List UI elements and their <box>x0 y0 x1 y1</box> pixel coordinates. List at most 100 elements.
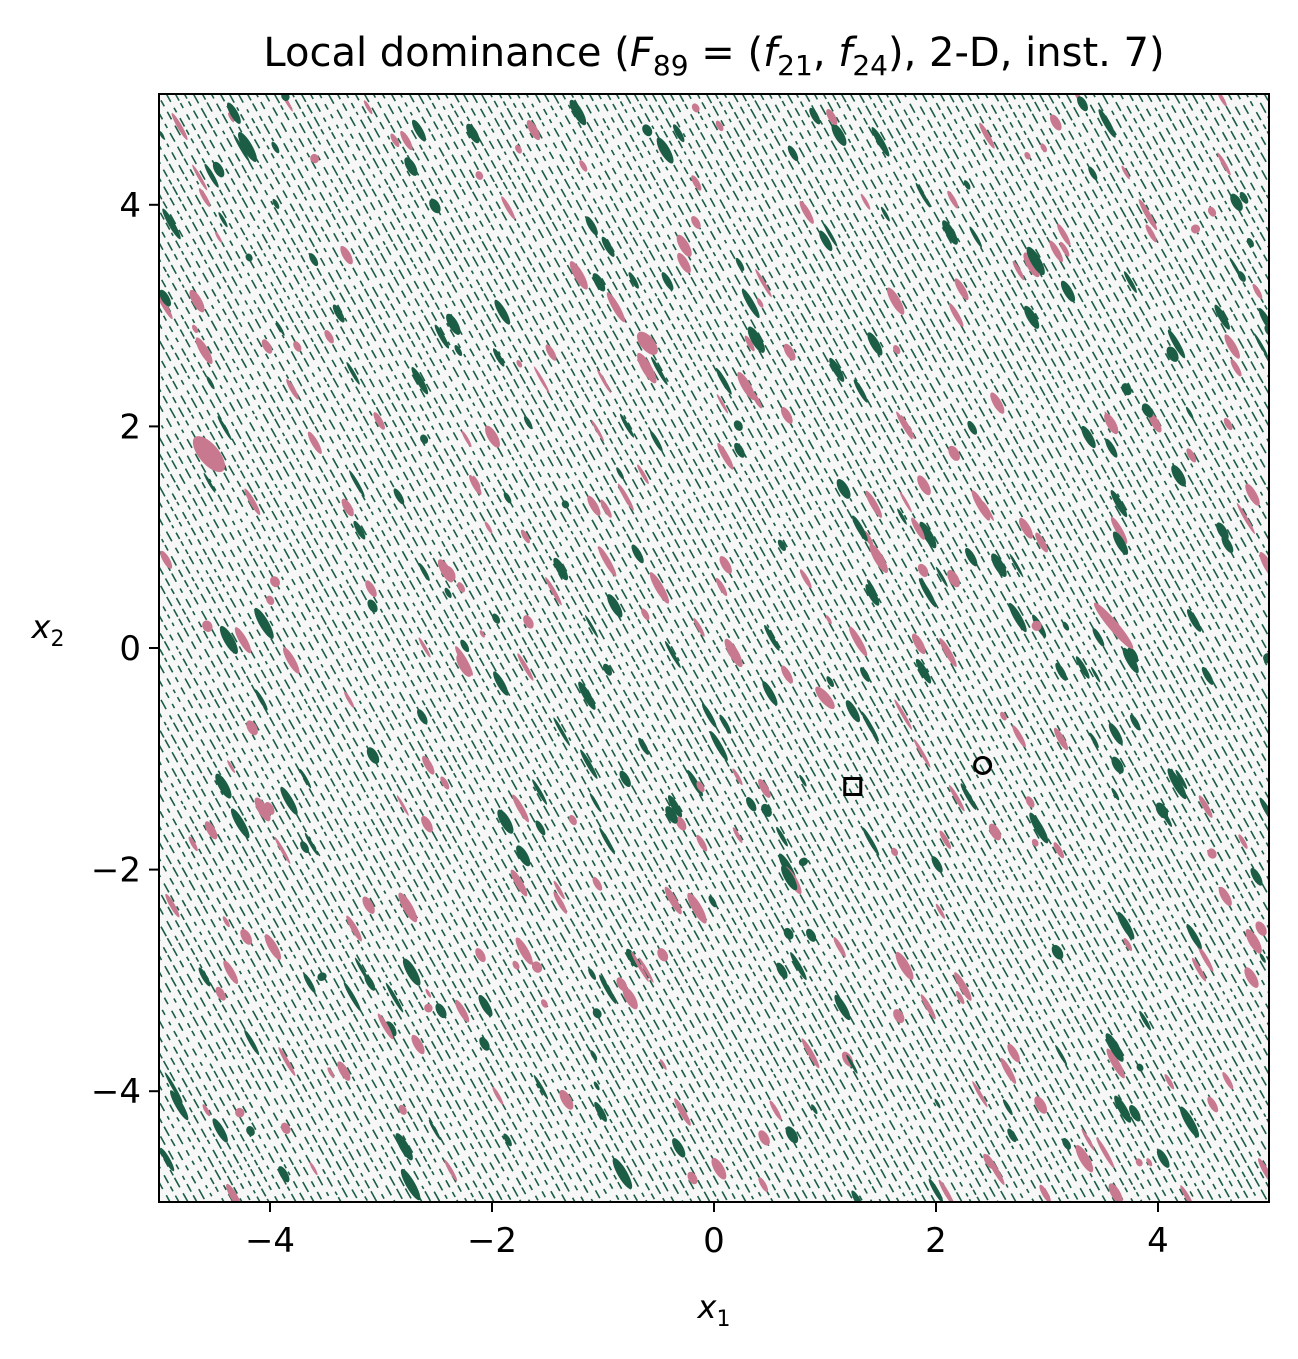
efficient-patch <box>254 797 271 822</box>
efficient-patch <box>664 886 682 915</box>
dominated-patch <box>1002 1099 1013 1116</box>
dominated-patch <box>851 515 868 542</box>
dominated-patch <box>928 1178 944 1202</box>
efficient-patch <box>189 289 205 313</box>
efficient-patch <box>422 755 435 775</box>
dominated-patch <box>1060 280 1076 303</box>
dominated-patch <box>931 856 943 873</box>
efficient-patch <box>1236 502 1256 535</box>
efficient-patch <box>622 986 638 1010</box>
efficient-patch <box>737 371 756 401</box>
dominated-patch <box>1007 1128 1017 1143</box>
dominated-patch <box>1239 191 1249 204</box>
efficient-patch <box>362 896 375 914</box>
efficient-patch <box>1096 1137 1115 1169</box>
dominated-patch <box>1141 403 1153 418</box>
dominated-patch <box>829 357 845 382</box>
dominated-patch <box>594 1101 607 1122</box>
efficient-patch <box>188 836 198 852</box>
efficient-patch <box>400 130 413 151</box>
dominated-patch <box>1159 807 1173 827</box>
efficient-patch <box>246 720 258 736</box>
efficient-patch <box>990 392 1005 414</box>
efficient-patch <box>469 474 482 495</box>
efficient-patch <box>1012 725 1026 748</box>
dominated-patch <box>569 99 587 126</box>
efficient-patch <box>1093 602 1134 650</box>
plot-background <box>159 94 1269 1202</box>
dominated-patch <box>860 667 870 682</box>
dominated-patch <box>783 927 794 940</box>
efficient-patch <box>716 394 729 414</box>
dominated-patch <box>631 544 644 564</box>
dominated-patch <box>1156 1149 1170 1168</box>
dominated-patch <box>1114 1095 1132 1123</box>
dominated-patch <box>734 442 745 458</box>
dominated-patch <box>420 434 429 444</box>
efficient-patch <box>954 972 972 1001</box>
dominated-patch <box>1122 647 1139 674</box>
dominated-patch <box>642 124 653 137</box>
dominated-patch <box>385 1021 397 1037</box>
efficient-patch <box>227 760 236 774</box>
chart-title: Local dominance (F89 = (f21, f24), 2-D, … <box>263 30 1164 82</box>
dominated-patch <box>1167 768 1187 800</box>
efficient-patch <box>600 499 612 518</box>
efficient-patch <box>1024 151 1031 160</box>
efficient-patch <box>938 1179 954 1202</box>
dominated-patch <box>246 1126 255 1136</box>
x-tick-label: −4 <box>245 1221 295 1261</box>
efficient-patch <box>659 1059 667 1070</box>
dominated-patch <box>626 948 639 968</box>
efficient-patch <box>1222 1072 1234 1090</box>
efficient-patch <box>1135 1158 1143 1167</box>
efficient-patch <box>780 407 793 424</box>
efficient-patch <box>1146 1158 1153 1167</box>
efficient-patch <box>715 577 728 597</box>
dominated-patch <box>1117 911 1135 940</box>
efficient-patch <box>512 960 520 970</box>
efficient-patch <box>264 934 282 961</box>
dominated-patch <box>1055 1045 1068 1066</box>
efficient-patch <box>523 615 534 629</box>
efficient-patch <box>1053 727 1069 751</box>
dominated-patch <box>533 1075 549 1100</box>
dominated-patch <box>492 348 505 367</box>
efficient-patch <box>1245 929 1262 954</box>
efficient-patch <box>630 951 649 982</box>
efficient-patch <box>693 618 705 637</box>
efficient-patch <box>1191 957 1207 982</box>
efficient-patch <box>346 915 362 942</box>
efficient-patch <box>955 990 965 1005</box>
dominated-patch <box>1185 406 1194 420</box>
dominated-patch <box>299 768 312 789</box>
dominated-patch <box>764 624 780 651</box>
efficient-patch <box>1223 417 1233 431</box>
dominated-patch <box>212 161 225 178</box>
dominated-patch <box>638 737 650 755</box>
efficient-patch <box>579 160 588 172</box>
dominated-patch <box>400 1168 421 1201</box>
dominated-patch <box>942 220 958 245</box>
efficient-patch <box>512 794 530 823</box>
efficient-patch <box>1257 1158 1269 1186</box>
efficient-patch <box>637 352 657 384</box>
efficient-patch <box>636 331 658 355</box>
dominated-patch <box>787 145 799 162</box>
dominated-patch <box>300 841 310 854</box>
efficient-patch <box>261 339 273 354</box>
efficient-patch <box>559 1089 574 1110</box>
efficient-patch <box>440 776 450 790</box>
efficient-patch <box>899 491 912 513</box>
efficient-patch <box>1145 224 1157 243</box>
efficient-patch <box>1040 143 1048 153</box>
efficient-patch <box>1019 517 1033 539</box>
dominated-patch <box>1075 656 1090 679</box>
dominated-patch <box>834 994 851 1021</box>
efficient-patch <box>270 576 280 588</box>
dominated-patch <box>203 472 216 493</box>
efficient-patch <box>979 122 995 149</box>
efficient-patch <box>755 268 772 298</box>
efficient-patch <box>215 986 226 1001</box>
dominated-patch <box>503 1133 512 1147</box>
